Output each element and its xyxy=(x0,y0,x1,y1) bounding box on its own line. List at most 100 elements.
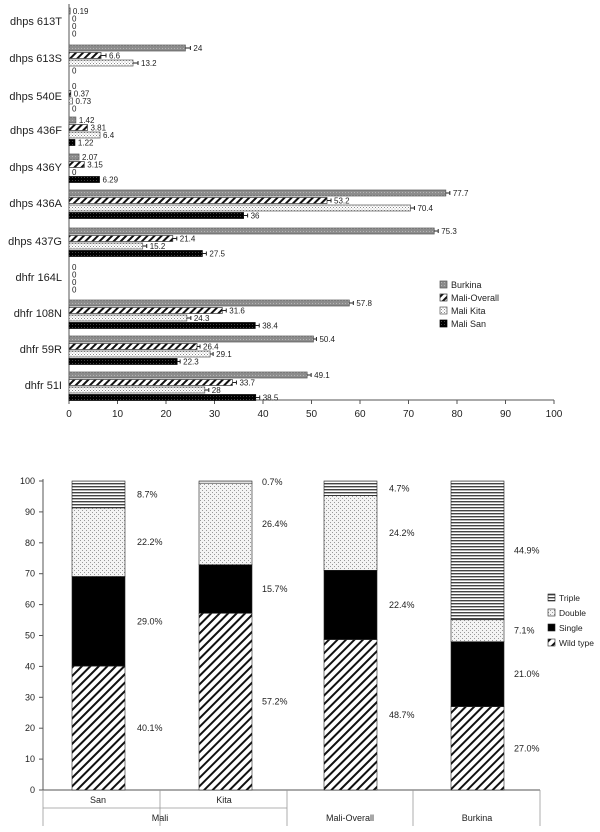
data-label-mali-kita-dhfr-59r: 29.1 xyxy=(216,350,232,359)
stack-wild-type-san xyxy=(71,665,126,791)
data-label-mali-overall-dhfr-51i: 33.7 xyxy=(239,379,255,388)
stack-label-triple-san: 8.7% xyxy=(137,489,158,499)
legend-swatch-mali-san xyxy=(439,319,448,328)
data-label-mali-san-dhps-613t: 0 xyxy=(72,30,77,39)
stack-wild-type-kita xyxy=(198,612,253,791)
x-tick-label-70: 70 xyxy=(403,409,415,420)
stack-label-single-mali-overall: 22.4% xyxy=(389,600,415,610)
stack-label-single-san: 29.0% xyxy=(137,616,163,626)
data-label-burkina-dhps-437g: 75.3 xyxy=(441,227,457,236)
bar-mali-overall-dhps-613s xyxy=(68,52,102,59)
legend2-swatch-double xyxy=(547,608,556,617)
legend-label-mali-kita: Mali Kita xyxy=(451,306,486,316)
y-tick-label-20: 20 xyxy=(25,723,35,733)
stack-label-double-burkina: 7.1% xyxy=(514,626,535,636)
y-tick-label-0: 0 xyxy=(30,785,35,795)
bar-mali-san-dhps-436f xyxy=(68,139,76,146)
stack-label-wild-type-kita: 57.2% xyxy=(262,697,288,707)
data-label-mali-kita-dhps-436f: 6.4 xyxy=(103,131,115,140)
data-label-mali-overall-dhps-436a: 53.2 xyxy=(334,197,350,206)
data-label-mali-kita-dhps-436a: 70.4 xyxy=(417,204,433,213)
y-tick-label-70: 70 xyxy=(25,569,35,579)
group-label-san: San xyxy=(90,795,106,805)
data-label-mali-san-dhps-436f: 1.22 xyxy=(78,139,94,148)
legend2-label-single: Single xyxy=(559,623,583,633)
bar-mali-kita-dhps-613s xyxy=(68,59,134,67)
stack-triple-kita xyxy=(198,480,253,484)
legend2-label-triple: Triple xyxy=(559,593,580,603)
bar-mali-overall-dhps-436y xyxy=(68,161,85,168)
stack-label-double-mali-overall: 24.2% xyxy=(389,528,415,538)
data-label-mali-kita-dhps-613s: 13.2 xyxy=(141,59,157,68)
y-tick-label-50: 50 xyxy=(25,631,35,641)
category-label-dhps-436y: dhps 436Y xyxy=(9,162,62,174)
data-label-mali-kita-dhps-613t: 0 xyxy=(72,22,77,31)
stack-label-single-kita: 15.7% xyxy=(262,584,288,594)
data-label-burkina-dhfr-108n: 57.8 xyxy=(356,299,372,308)
x-tick-label-50: 50 xyxy=(306,409,318,420)
x-tick-label-40: 40 xyxy=(257,409,269,420)
stack-single-kita xyxy=(198,564,253,614)
data-label-mali-overall-dhfr-108n: 31.6 xyxy=(229,307,245,316)
outer-group-label-mali: Mali xyxy=(152,813,169,823)
stack-label-single-burkina: 21.0% xyxy=(514,669,540,679)
category-label-dhfr-164l: dhfr 164L xyxy=(16,272,62,284)
legend2-swatch-single xyxy=(547,623,556,632)
legend-swatch-burkina xyxy=(439,280,448,289)
y-tick-label-60: 60 xyxy=(25,600,35,610)
x-tick-label-30: 30 xyxy=(209,409,221,420)
category-label-dhps-613t: dhps 613T xyxy=(10,16,62,28)
data-label-burkina-dhps-436y: 2.07 xyxy=(82,153,98,162)
stack-double-kita xyxy=(198,482,253,566)
y-tick-label-80: 80 xyxy=(25,538,35,548)
data-label-burkina-dhps-436f: 1.42 xyxy=(79,116,95,125)
category-label-dhfr-108n: dhfr 108N xyxy=(14,308,62,320)
data-label-mali-overall-dhps-613t: 0 xyxy=(72,15,77,24)
data-label-burkina-dhps-613t: 0.19 xyxy=(73,7,89,16)
category-label-dhps-613s: dhps 613S xyxy=(9,53,62,65)
data-label-mali-kita-dhps-436y: 0 xyxy=(72,168,77,177)
data-label-mali-kita-dhfr-108n: 24.3 xyxy=(194,314,210,323)
outer-group-label-burkina: Burkina xyxy=(462,813,493,823)
bar-mali-kita-dhps-540e xyxy=(68,97,73,105)
data-label-mali-san-dhps-436y: 6.29 xyxy=(103,176,119,185)
x-tick-label-90: 90 xyxy=(500,409,512,420)
x-tick-label-60: 60 xyxy=(354,409,366,420)
category-label-dhps-436f: dhps 436F xyxy=(10,125,62,137)
bar-burkina-dhps-436f xyxy=(68,116,77,124)
legend-label-mali-san: Mali San xyxy=(451,319,486,329)
data-label-mali-kita-dhps-437g: 15.2 xyxy=(150,242,166,251)
stack-label-triple-kita: 0.7% xyxy=(262,477,283,487)
stack-wild-type-burkina xyxy=(450,706,505,791)
legend-swatch-mali-kita xyxy=(439,306,448,315)
data-label-mali-san-dhps-436a: 36 xyxy=(251,212,260,221)
data-label-mali-overall-dhps-436f: 3.81 xyxy=(90,124,106,133)
data-label-burkina-dhfr-59r: 50.4 xyxy=(319,335,335,344)
data-label-mali-kita-dhfr-51i: 28 xyxy=(212,386,221,395)
category-label-dhps-436a: dhps 436A xyxy=(9,198,62,210)
bar-burkina-dhps-613t xyxy=(68,7,71,15)
stack-label-wild-type-mali-overall: 48.7% xyxy=(389,710,415,720)
legend2-swatch-triple xyxy=(547,593,556,602)
data-label-mali-kita-dhps-540e: 0.73 xyxy=(76,97,92,106)
data-label-burkina-dhps-540e: 0 xyxy=(72,82,77,91)
data-label-mali-overall-dhps-437g: 21.4 xyxy=(180,235,196,244)
group-label-kita: Kita xyxy=(216,795,232,805)
data-label-mali-san-dhps-613s: 0 xyxy=(72,67,77,76)
bar-burkina-dhps-436y xyxy=(68,153,80,161)
legend2-label-double: Double xyxy=(559,608,586,618)
y-tick-label-40: 40 xyxy=(25,661,35,671)
data-label-mali-san-dhfr-108n: 38.4 xyxy=(262,322,278,331)
stack-triple-san xyxy=(71,480,126,509)
category-label-dhfr-59r: dhfr 59R xyxy=(20,344,62,356)
data-label-mali-kita-dhfr-164l: 0 xyxy=(72,278,77,287)
stack-single-san xyxy=(71,576,126,667)
data-label-mali-san-dhps-437g: 27.5 xyxy=(209,250,225,259)
x-tick-label-0: 0 xyxy=(66,409,72,420)
data-label-mali-san-dhps-540e: 0 xyxy=(72,105,77,114)
outer-group-label-mali-overall: Mali-Overall xyxy=(326,813,374,823)
y-tick-label-90: 90 xyxy=(25,507,35,517)
data-label-mali-overall-dhps-436y: 3.15 xyxy=(87,161,103,170)
